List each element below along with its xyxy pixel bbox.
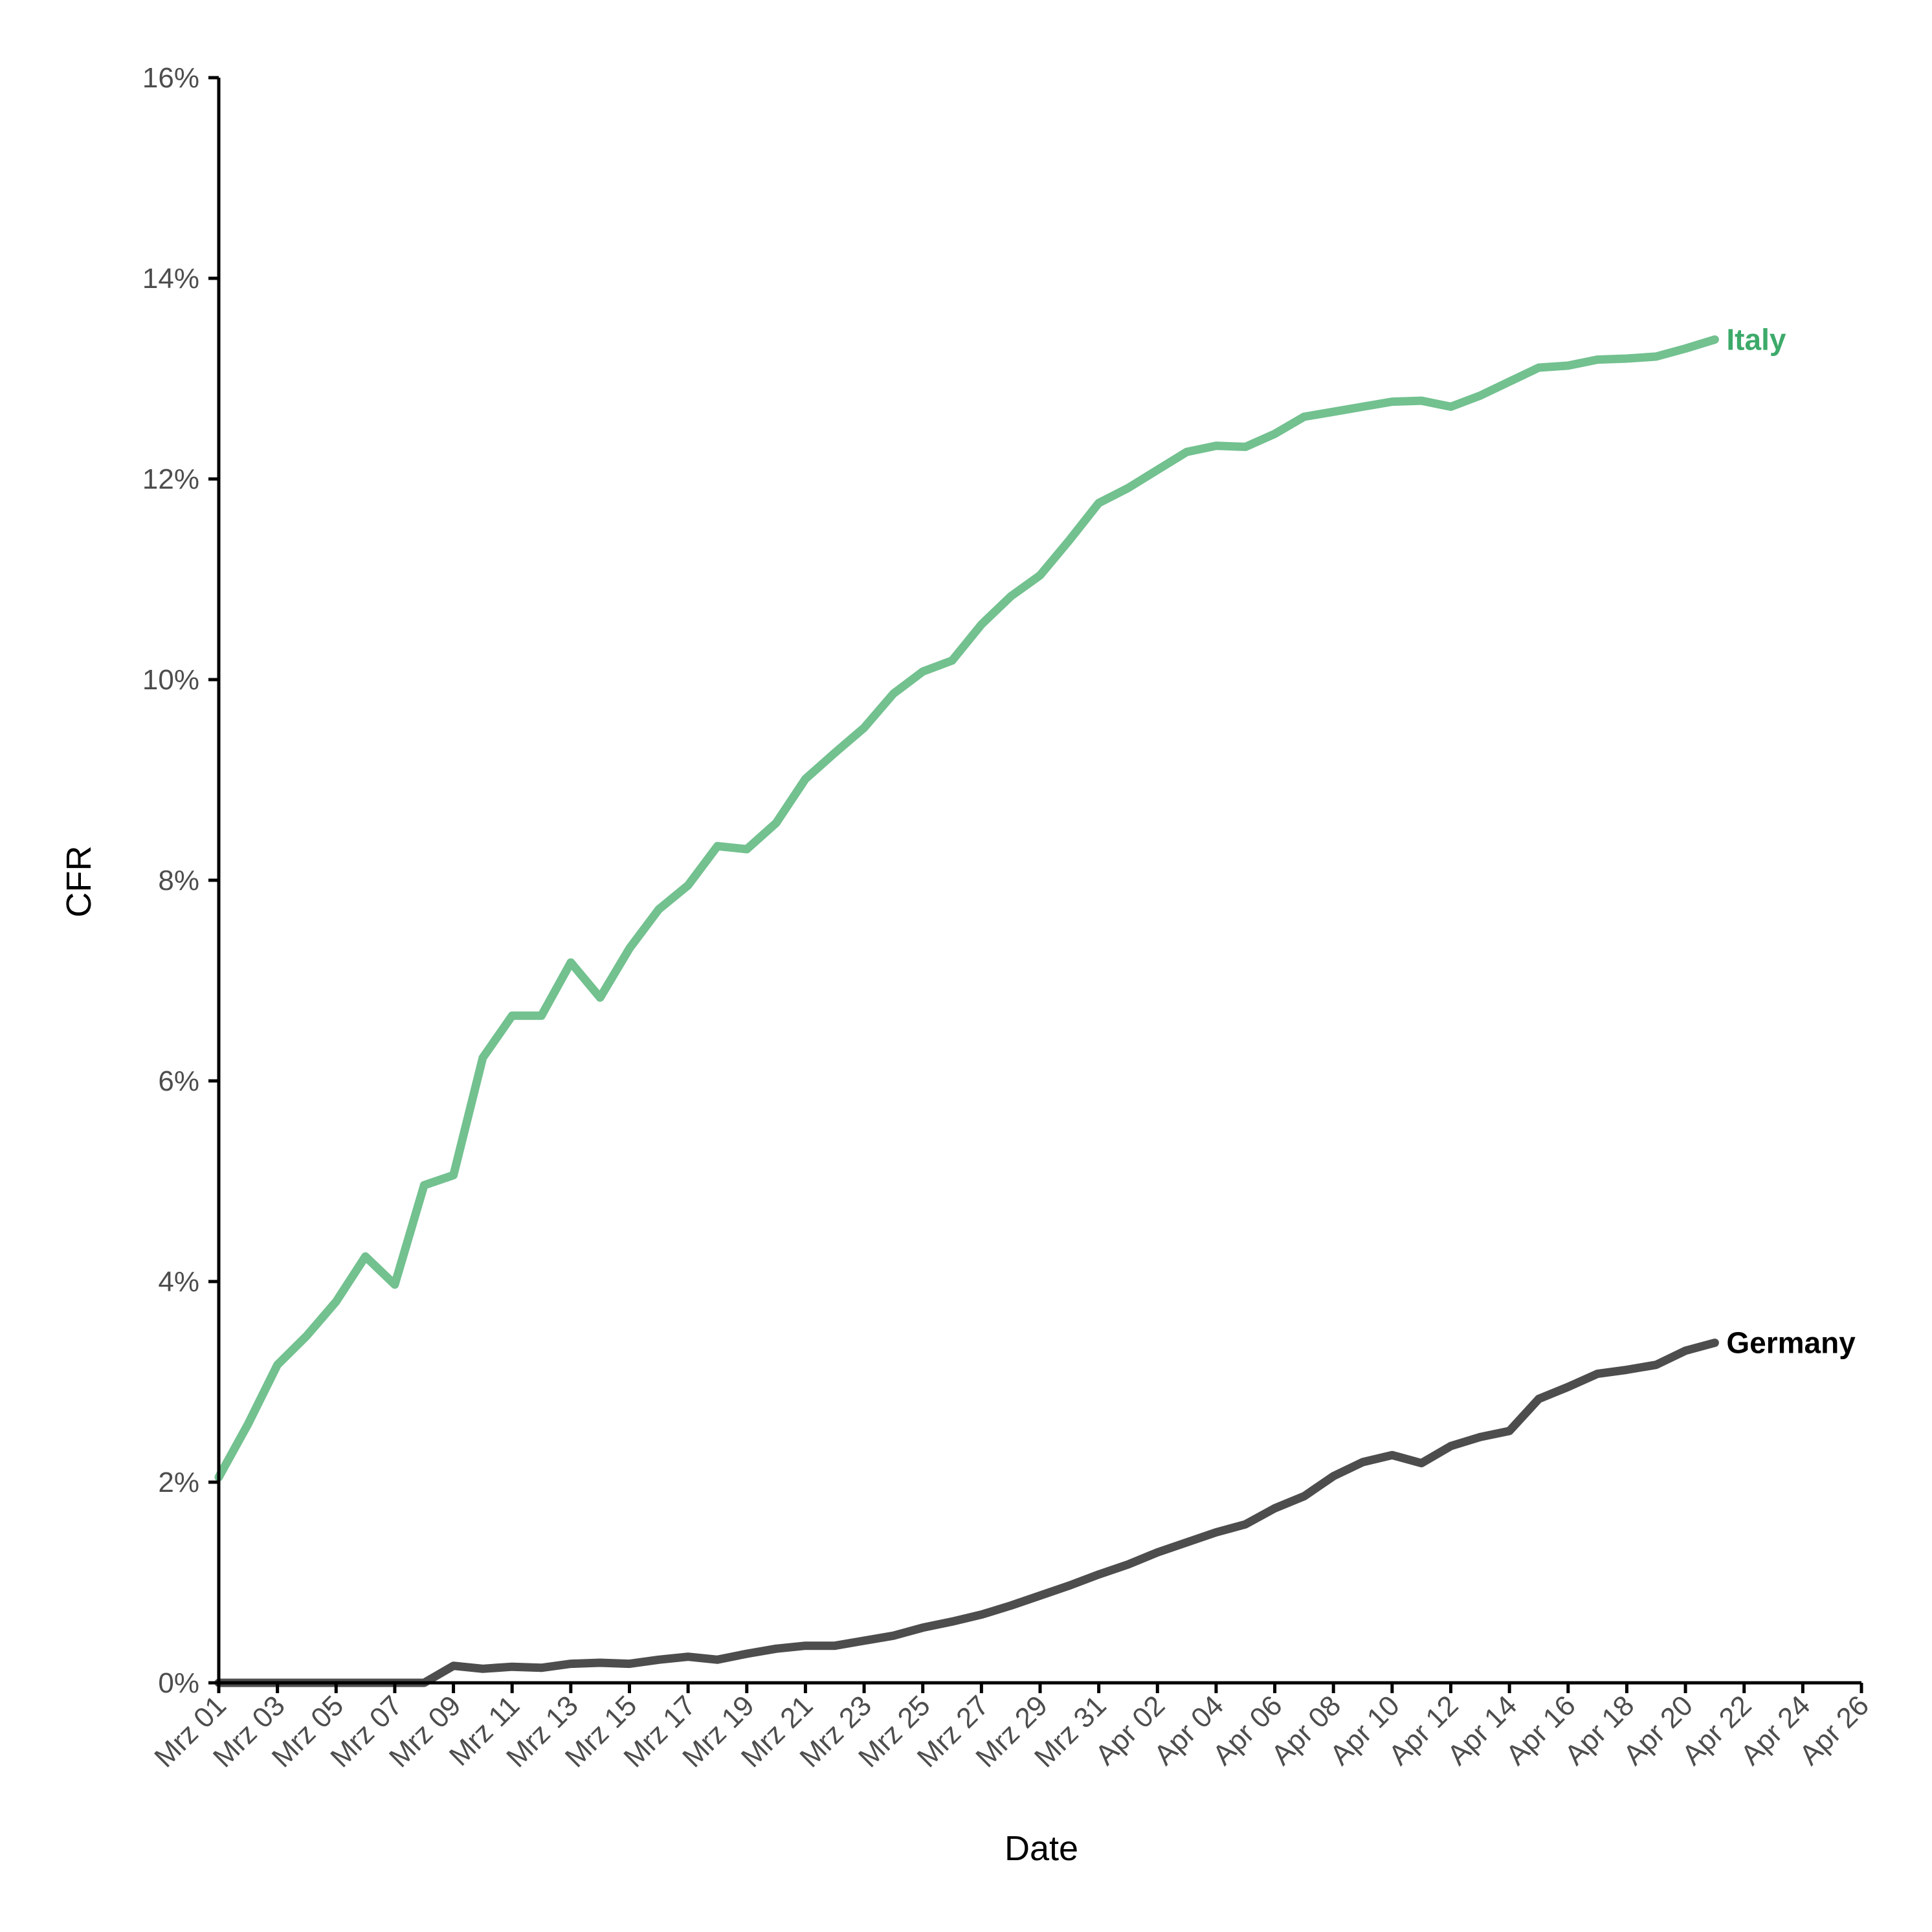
series-layer	[214, 335, 1719, 1687]
y-axis: 0% 2% 4% 6% 8% 10% 12% 14% 16%	[142, 62, 221, 1699]
series-label-germany: Germany	[1726, 1326, 1856, 1360]
series-labels: Italy Germany	[1726, 323, 1856, 1360]
y-axis-title: CFR	[60, 846, 98, 918]
y-tick-label: 16%	[142, 62, 199, 94]
y-tick-label: 8%	[158, 865, 199, 896]
x-axis-title: Date	[1005, 1829, 1078, 1868]
series-line-germany	[214, 1338, 1719, 1687]
y-tick-label: 10%	[142, 664, 199, 696]
series-line-italy	[214, 335, 1719, 1482]
y-tick-label: 2%	[158, 1467, 199, 1498]
series-label-italy: Italy	[1726, 323, 1786, 357]
y-tick-label: 6%	[158, 1065, 199, 1097]
y-tick-label: 4%	[158, 1266, 199, 1298]
y-tick-label: 14%	[142, 263, 199, 294]
y-tick-label: 0%	[158, 1667, 199, 1699]
y-tick-label: 12%	[142, 463, 199, 495]
